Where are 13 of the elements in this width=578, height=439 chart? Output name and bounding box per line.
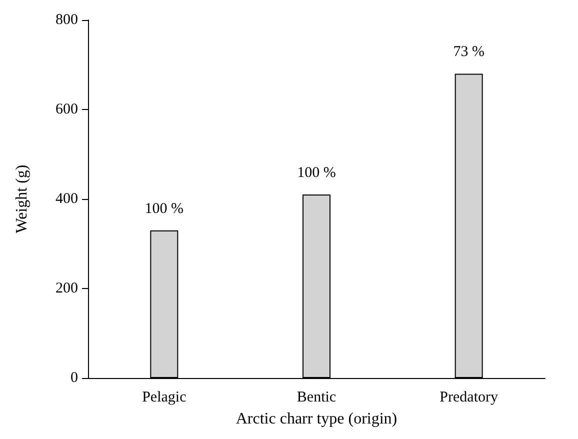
y-tick-label: 800 [56,12,78,28]
y-tick-label: 200 [56,280,78,296]
y-axis-title: Weight (g) [14,164,30,234]
annotation: 73 % [453,44,484,60]
annotation: 100 % [144,200,184,217]
y-tick-label: 0 [70,370,78,386]
x-tick-label: Pelagic [142,390,187,406]
annotation: 100 % [297,165,336,182]
y-tick-label: 600 [56,102,78,118]
x-tick-label: Bentic [296,390,336,406]
y-tick-label: 400 [56,191,78,207]
x-axis-title: Arctic charr type (origin) [236,410,398,428]
x-tick-label: Predatory [440,390,498,406]
